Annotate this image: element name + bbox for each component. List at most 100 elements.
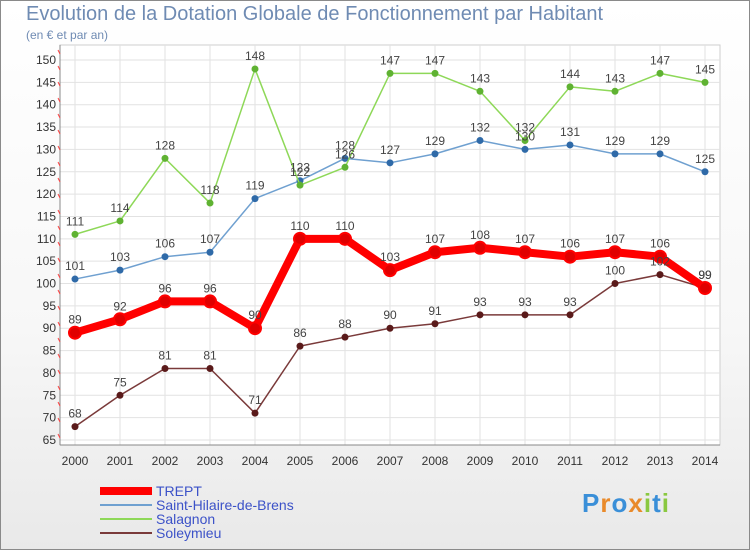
legend-item: Soleymieu [100, 526, 221, 540]
y-tick-label: 135 [36, 120, 56, 134]
data-point [656, 150, 664, 158]
axis-tick-mark [57, 81, 61, 87]
data-label: 107 [515, 232, 535, 246]
data-label: 147 [425, 53, 445, 67]
x-tick-label: 2011 [557, 454, 583, 468]
legend-item: Salagnon [100, 512, 215, 526]
data-label: 110 [335, 219, 354, 233]
data-label: 88 [338, 317, 352, 331]
chart-title: Evolution de la Dotation Globale de Fonc… [26, 3, 604, 25]
y-tick-label: 65 [43, 433, 57, 447]
data-point [566, 83, 574, 91]
data-point [341, 154, 349, 162]
data-label: 91 [428, 304, 442, 318]
data-point [476, 311, 484, 319]
data-point [383, 263, 397, 278]
proxiti-logo: Proxiti [582, 488, 670, 519]
data-label: 132 [515, 120, 535, 134]
data-point [341, 333, 349, 341]
data-label: 128 [335, 138, 355, 152]
data-label: 125 [695, 152, 715, 166]
axis-tick-mark [57, 385, 61, 391]
data-point [701, 168, 709, 176]
data-point [611, 87, 619, 95]
data-point [161, 364, 169, 372]
axis-tick-mark [57, 209, 61, 215]
axis-tick-mark [57, 273, 61, 279]
data-point [698, 281, 712, 295]
data-label: 108 [470, 228, 490, 242]
data-label: 107 [425, 232, 445, 246]
x-tick-label: 2010 [512, 454, 539, 468]
x-tick-label: 2008 [422, 454, 449, 468]
x-tick-label: 2013 [647, 454, 674, 468]
x-tick-label: 2014 [692, 454, 719, 468]
data-point [701, 78, 709, 86]
data-point [656, 69, 664, 77]
axis-tick-mark [57, 161, 61, 167]
y-tick-label: 75 [43, 388, 57, 402]
y-tick-label: 115 [37, 209, 56, 223]
axis-tick-mark [57, 433, 61, 439]
data-point [386, 69, 394, 77]
y-tick-label: 150 [36, 53, 56, 67]
logo-letter: P [582, 488, 601, 518]
y-tick-label: 120 [36, 187, 56, 201]
data-point [521, 145, 529, 153]
legend-label: Salagnon [156, 511, 216, 527]
data-label: 128 [155, 138, 175, 152]
data-label: 93 [473, 295, 487, 309]
data-point [656, 271, 664, 279]
data-label: 129 [650, 134, 670, 148]
legend-label: Soleymieu [156, 525, 222, 541]
data-point [611, 150, 619, 158]
data-point [206, 364, 214, 372]
axis-tick-mark [57, 129, 61, 135]
data-label: 118 [200, 183, 219, 197]
x-tick-label: 2009 [467, 454, 494, 468]
data-label: 147 [650, 53, 670, 67]
data-point [116, 391, 124, 399]
data-label: 126 [335, 147, 355, 161]
data-label: 68 [68, 407, 82, 421]
data-label: 129 [605, 134, 625, 148]
y-tick-label: 140 [36, 98, 56, 112]
data-label: 107 [200, 232, 220, 246]
data-label: 90 [383, 308, 397, 322]
axis-tick-mark [57, 193, 61, 199]
axis-tick-mark [57, 289, 61, 295]
data-label: 81 [158, 348, 172, 362]
data-point [161, 253, 169, 261]
data-point [338, 231, 352, 246]
data-label: 106 [650, 237, 670, 251]
data-label: 92 [113, 299, 127, 313]
axis-tick-mark [57, 369, 61, 375]
data-point [521, 311, 529, 319]
data-point [248, 321, 262, 336]
data-point [608, 245, 622, 260]
data-label: 110 [290, 219, 309, 233]
data-point [71, 230, 79, 238]
y-tick-label: 85 [43, 344, 57, 358]
legend-swatch [100, 487, 152, 495]
data-point [341, 163, 349, 171]
data-point [296, 181, 304, 189]
y-tick-label: 90 [43, 321, 57, 335]
data-label: 100 [605, 264, 625, 278]
data-label: 71 [248, 393, 262, 407]
data-point [158, 294, 172, 309]
axis-tick-mark [57, 417, 61, 423]
data-point [71, 423, 79, 431]
data-label: 132 [470, 120, 490, 134]
data-label: 86 [293, 326, 307, 340]
data-label: 103 [110, 250, 130, 264]
data-label: 114 [110, 201, 129, 215]
data-label: 102 [650, 255, 670, 269]
data-point [68, 325, 82, 340]
data-label: 123 [290, 161, 310, 175]
data-point [518, 245, 532, 260]
data-label: 96 [203, 281, 217, 295]
data-label: 122 [290, 165, 310, 179]
legend-swatch [100, 518, 152, 520]
